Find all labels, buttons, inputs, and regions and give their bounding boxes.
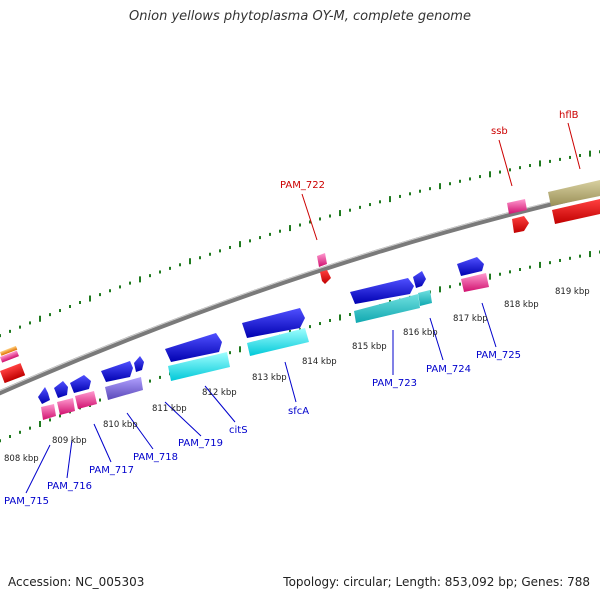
gene-label-hflB[interactable]: hflB [559,110,579,121]
gene-hflB-cds[interactable] [552,199,600,224]
gene-ssb-box[interactable] [507,199,527,214]
chromosome-backbone [0,189,600,396]
reverse-features [38,257,489,420]
kbp-label: 818 kbp [504,300,539,310]
callout-lines [25,122,581,494]
gene-label-PAM_725[interactable]: PAM_725 [476,350,521,361]
map-title: Onion yellows phytoplasma OY-M, complete… [129,9,471,24]
kbp-labels: 808 kbp 809 kbp 810 kbp 811 kbp 812 kbp … [4,287,590,464]
gene-label-PAM_717[interactable]: PAM_717 [89,465,134,476]
gene-label-PAM_716[interactable]: PAM_716 [47,481,92,492]
gene-PAM_722-box[interactable] [317,253,327,267]
kbp-label: 812 kbp [202,388,237,398]
kbp-label: 809 kbp [52,436,87,446]
gene-label-PAM_719[interactable]: PAM_719 [178,438,223,449]
outer-tick-ring [0,150,600,338]
gene-label-PAM_724[interactable]: PAM_724 [426,364,471,375]
kbp-label: 815 kbp [352,342,387,352]
gene-ssb-cds[interactable] [512,216,529,233]
kbp-label: 811 kbp [152,404,187,414]
gene-label-citS[interactable]: citS [229,425,248,436]
accession-text: Accession: NC_005303 [8,575,145,589]
gene-label-PAM_715[interactable]: PAM_715 [4,496,49,507]
forward-features [0,180,600,384]
gene-label-ssb[interactable]: ssb [491,126,508,137]
kbp-label: 813 kbp [252,373,287,383]
kbp-label: 814 kbp [302,357,337,367]
gene-label-sfcA[interactable]: sfcA [288,406,309,417]
genome-summary-text: Topology: circular; Length: 853,092 bp; … [283,575,590,589]
gene-label-PAM_722[interactable]: PAM_722 [280,180,325,191]
gene-PAM_722-cds[interactable] [320,270,331,284]
gene-label-PAM_723[interactable]: PAM_723 [372,378,417,389]
kbp-label: 817 kbp [453,314,488,324]
kbp-label: 819 kbp [555,287,590,297]
gene-label-PAM_718[interactable]: PAM_718 [133,452,178,463]
kbp-label: 808 kbp [4,454,39,464]
gene-hflB-box[interactable] [548,180,600,206]
kbp-label: 810 kbp [103,420,138,430]
kbp-label: 816 kbp [403,328,438,338]
